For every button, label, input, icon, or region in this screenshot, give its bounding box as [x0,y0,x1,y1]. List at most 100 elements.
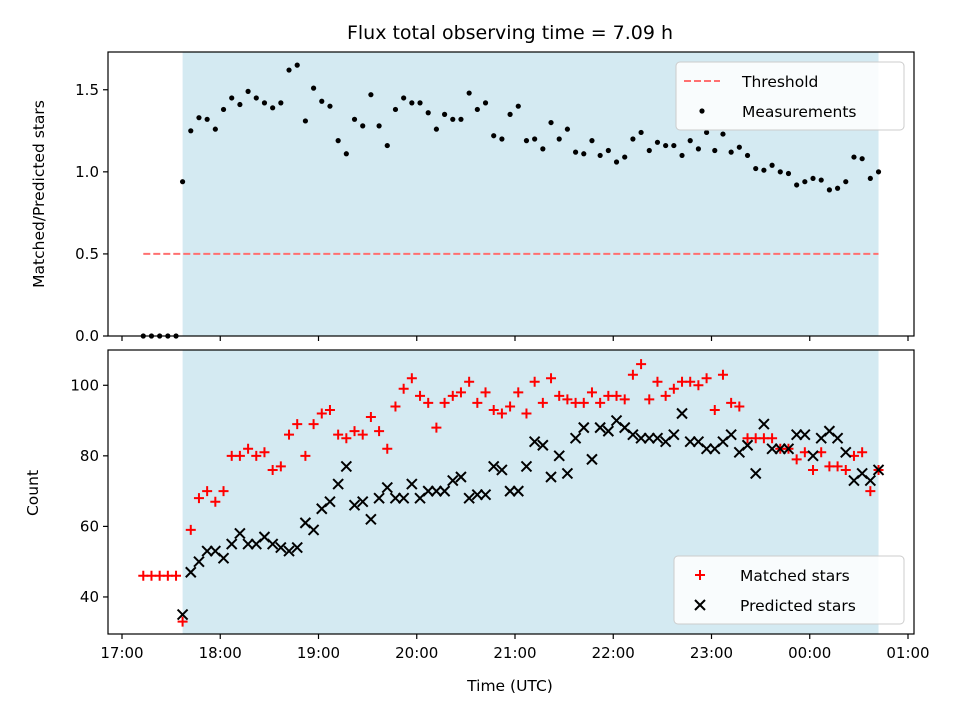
predicted-star-point [750,467,762,480]
bottom-y-axis-label: Count [24,470,42,516]
predicted-star-point [283,545,295,557]
matched-star-point [267,464,278,475]
measurement-point [368,92,374,98]
matched-star-point [406,373,417,384]
y-tick-label: 100 [70,376,99,394]
x-tick-label: 01:00 [886,644,929,662]
measurement-point [671,142,677,149]
x-tick-label: 23:00 [690,644,733,662]
matched-star-point [668,383,679,394]
matched-star-point [455,387,466,398]
predicted-star-point [840,446,852,459]
measurement-point [204,116,210,122]
matched-star-point [365,412,376,423]
measurement-point [679,152,685,159]
measurement-point [261,100,268,106]
measurement-point [761,167,767,173]
measurement-point [589,138,595,144]
measurement-point [310,85,317,91]
matched-star-point [619,394,630,405]
predicted-star-point [586,453,598,466]
y-tick-label: 1.5 [75,81,99,99]
matched-star-point [578,397,589,408]
matched-star-point [218,486,229,497]
measurement-point [851,154,857,160]
matched-star-point [234,450,245,461]
measurement-point [638,129,644,136]
measurement-point [433,126,439,132]
measurement-point [581,151,587,157]
matched-star-point [627,369,638,380]
top-y-axis-label: Matched/Predicted stars [30,100,48,288]
predicted-star-point [488,460,500,473]
matched-star-point [480,387,491,398]
matched-star-point [177,616,188,627]
matched-star-point [464,376,475,387]
matched-star-point [595,397,606,408]
axes-frame [107,349,915,635]
y-tick-label: 60 [80,517,99,535]
matched-star-point [726,397,737,408]
measurement-point [622,154,628,160]
series-matched-stars [138,359,884,627]
measurement-point [769,162,775,168]
x-tick-label: 22:00 [592,644,635,662]
measurement-point [392,106,399,113]
measurement-point [695,146,702,152]
measurement-point [818,177,824,183]
matched-star-point [390,401,401,412]
series-measurements [140,62,882,339]
measurement-point [712,147,718,154]
predicted-star-point [438,485,451,497]
measurement-point [810,175,816,182]
predicted-star-point [397,492,410,504]
measurement-point [613,159,620,165]
measurement-point [875,169,882,175]
matched-star-point [734,401,745,412]
measurement-point [302,118,308,124]
measurement-point [785,170,792,177]
matched-star-point [529,376,540,387]
x-tick-label: 20:00 [395,644,438,662]
measurement-point [343,151,349,157]
predicted-star-point [872,464,885,476]
predicted-star-point [422,485,434,497]
measurement-point [703,129,710,136]
y-tick-label: 1.0 [75,163,99,181]
matched-star-point [341,433,352,444]
matched-star-point [316,408,327,419]
measurement-point [720,131,726,137]
matched-star-point [357,429,368,440]
matched-star-point [292,419,303,430]
y-tick-label: 80 [80,447,99,465]
legend-box [675,61,905,131]
measurement-point [548,119,554,126]
predicted-star-point [275,541,287,554]
legend-label: Threshold [741,73,818,91]
matched-star-point [586,387,597,398]
predicted-star-point [676,407,688,420]
matched-star-point [767,433,778,444]
matched-star-point [488,404,499,415]
matched-star-point [865,486,876,497]
measurement-point [212,126,218,132]
matched-star-point [431,422,442,433]
measurement-point [826,187,833,193]
measurement-point [376,123,382,129]
matched-star-point [832,461,843,472]
predicted-star-point [504,485,516,497]
predicted-star-point [741,439,754,451]
matched-star-point [611,390,622,401]
matched-star-point [636,359,647,370]
matched-star-point [521,408,532,419]
y-tick-label: 0.5 [75,245,99,263]
measurement-point [278,100,284,106]
predicted-star-point [373,492,385,504]
legend-label: Measurements [742,103,857,121]
legend: Threshold Measurements [675,61,905,131]
measurement-point [572,149,579,155]
x-tick-label: 17:00 [100,644,143,662]
predicted-star-point [643,432,655,444]
predicted-star-point [553,450,565,462]
